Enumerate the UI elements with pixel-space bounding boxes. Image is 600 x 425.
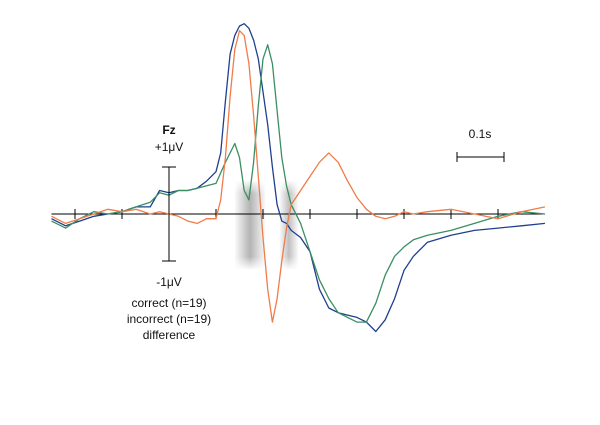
channel-label: Fz <box>162 123 175 137</box>
time-scale-label: 0.1s <box>469 127 492 141</box>
legend-correct: correct (n=19) <box>131 296 206 310</box>
waveforms <box>51 23 546 333</box>
scale-top-label: +1μV <box>155 140 184 154</box>
legend-difference: difference <box>143 328 196 342</box>
series-line-incorrect <box>51 44 546 323</box>
time-axis <box>51 209 545 219</box>
legend-incorrect: incorrect (n=19) <box>127 312 211 326</box>
series-line-difference <box>51 30 546 323</box>
time-scale: 0.1s <box>456 127 505 162</box>
legend: correct (n=19) incorrect (n=19) differen… <box>127 296 211 342</box>
scale-bottom-label: -1μV <box>156 275 182 289</box>
voltage-scale: Fz +1μV -1μV <box>155 123 184 289</box>
series-line-correct <box>51 23 546 333</box>
